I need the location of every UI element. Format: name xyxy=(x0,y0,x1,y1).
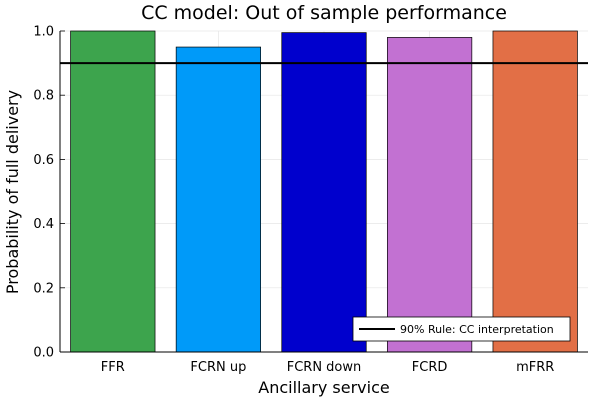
chart-title: CC model: Out of sample performance xyxy=(141,2,507,24)
y-tick-label: 0.6 xyxy=(33,153,54,168)
bar-fcrn-up xyxy=(175,46,261,353)
bar-fcrd xyxy=(387,37,473,353)
y-tick-label: 1.0 xyxy=(33,25,54,40)
x-tick-labels: FFR FCRN up FCRN down FCRD mFRR xyxy=(101,360,555,375)
x-tick-label: mFRR xyxy=(516,360,554,375)
y-tick-label: 0.0 xyxy=(33,346,54,361)
x-tick-label: FCRN up xyxy=(190,360,246,375)
x-tick-label: FCRD xyxy=(412,360,448,375)
axes xyxy=(59,31,588,353)
y-axis-label: Probability of full delivery xyxy=(3,90,22,294)
bars xyxy=(70,30,578,353)
bar-ffr xyxy=(70,30,156,353)
legend: 90% Rule: CC interpretation xyxy=(352,316,571,342)
bar-mfrr xyxy=(492,30,578,353)
y-tick-labels: 0.0 0.2 0.4 0.6 0.8 1.0 xyxy=(33,25,65,361)
x-tick-label: FCRN down xyxy=(287,360,362,375)
y-tick-label: 0.2 xyxy=(33,281,54,296)
x-axis-label: Ancillary service xyxy=(258,378,389,397)
y-tick-label: 0.8 xyxy=(33,89,54,104)
y-tick-label: 0.4 xyxy=(33,217,54,232)
legend-label: 90% Rule: CC interpretation xyxy=(400,323,554,336)
x-tick-label: FFR xyxy=(101,360,125,375)
bar-fcrn-down xyxy=(281,32,367,353)
